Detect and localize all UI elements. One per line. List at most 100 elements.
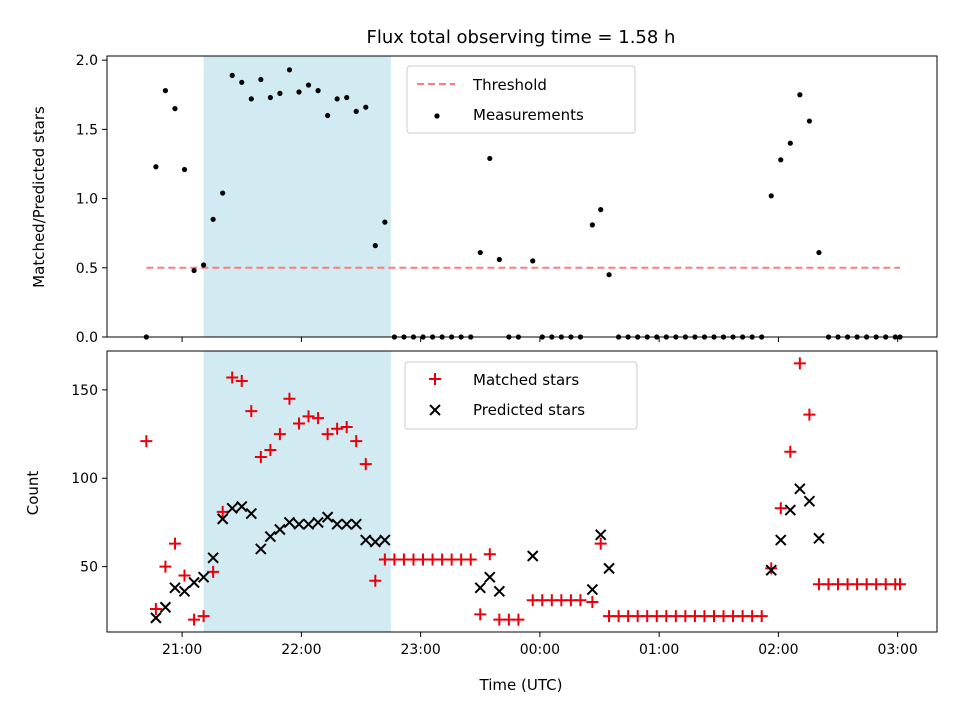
- predicted-star-point: [350, 518, 362, 530]
- predicted-star-point: [765, 564, 777, 576]
- matched-star-point: [574, 594, 587, 607]
- top-data-points: [143, 67, 903, 340]
- top-shaded-interval: [203, 56, 391, 337]
- predicted-star-point: [527, 550, 539, 562]
- x-axis-label: Time (UTC): [479, 676, 563, 694]
- chart-title: Flux total observing time = 1.58 h: [367, 27, 676, 48]
- predicted-star-point: [207, 552, 219, 564]
- predicted-star-point: [216, 513, 229, 525]
- predicted-star-point: [245, 507, 258, 520]
- predicted-star-point: [484, 571, 496, 583]
- measurement-point: [220, 190, 226, 196]
- legend-matched-label: Matched stars: [473, 371, 579, 389]
- predicted-star-point: [255, 543, 267, 555]
- matched-star-point: [340, 420, 353, 433]
- measurement-point: [487, 155, 493, 162]
- measurement-point: [797, 92, 803, 98]
- bottom-x-tick-label: 03:00: [877, 642, 917, 658]
- predicted-star-point: [813, 532, 825, 545]
- predicted-star-point: [159, 601, 172, 613]
- top-y-axis-label: Matched/Predicted stars: [30, 106, 48, 288]
- matched-star-point: [207, 565, 220, 578]
- matched-star-point: [369, 574, 382, 587]
- measurement-point: [239, 79, 245, 85]
- bottom-x-tick-label: 01:00: [639, 642, 679, 658]
- measurement-point: [778, 157, 784, 163]
- matched-star-point: [159, 560, 172, 573]
- matched-star-point: [483, 548, 496, 561]
- predicted-star-point: [150, 612, 162, 624]
- legend-measurements-label: Measurements: [473, 106, 584, 124]
- legend-measurements-swatch: [434, 113, 440, 119]
- predicted-star-point: [603, 562, 615, 575]
- predicted-star-point: [283, 516, 296, 529]
- matched-star-point: [321, 428, 334, 441]
- measurement-point: [277, 90, 283, 96]
- measurement-point: [315, 88, 321, 94]
- measurement-point: [530, 258, 536, 264]
- matched-star-point: [235, 375, 248, 388]
- bottom-x-tick-label: 02:00: [758, 642, 798, 658]
- top-y-tick-label: 0.0: [76, 330, 98, 346]
- measurement-point: [598, 207, 604, 213]
- top-y-tick-label: 1.0: [76, 192, 98, 208]
- matched-star-point: [586, 595, 599, 608]
- matched-star-point: [149, 603, 162, 616]
- legend-threshold-label: Threshold: [472, 76, 547, 94]
- bottom-legend-box: [404, 361, 638, 430]
- top-y-ticks: 0.0 0.5 1.0 1.5 2.0: [76, 53, 107, 346]
- predicted-star-point: [803, 495, 816, 507]
- measurement-point: [172, 106, 178, 112]
- matched-star-point: [168, 537, 181, 550]
- matched-star-point: [464, 553, 477, 566]
- legend-matched-swatch: [429, 373, 441, 385]
- bottom-plot-frame: [106, 350, 938, 633]
- measurement-point: [267, 94, 273, 101]
- measurement-point: [286, 67, 293, 73]
- predicted-star-point: [169, 582, 181, 594]
- measurement-point: [162, 88, 169, 94]
- predicted-star-point: [493, 585, 506, 598]
- measurement-point: [382, 219, 388, 225]
- predicted-star-point: [369, 536, 382, 548]
- predicted-star-point: [775, 534, 787, 546]
- bottom-x-tick-label: 22:00: [281, 642, 321, 658]
- predicted-star-point: [331, 518, 343, 530]
- matched-star-point: [264, 443, 277, 456]
- measurement-point: [296, 89, 302, 95]
- bottom-y-tick-label: 100: [71, 471, 98, 487]
- bottom-x-ticks: 21:00 22:00 23:00 00:00 01:00 02:00 03:00: [162, 632, 918, 658]
- predicted-star-point: [594, 529, 607, 541]
- bottom-y-tick-label: 150: [71, 383, 98, 399]
- measurement-point: [248, 96, 254, 102]
- matched-star-point: [474, 608, 487, 621]
- bottom-panel: 21:00 22:00 23:00 00:00 01:00 02:00 03:00 50 10…: [24, 350, 938, 694]
- measurement-point: [334, 96, 340, 102]
- bottom-y-tick-label: 50: [80, 560, 98, 576]
- bottom-y-axis-label: Count: [24, 471, 42, 516]
- matched-star-point: [178, 569, 191, 582]
- measurement-point: [353, 108, 359, 114]
- measurement-point: [229, 72, 235, 78]
- predicted-star-point: [586, 583, 599, 596]
- matched-star-point: [594, 537, 607, 550]
- predicted-star-point: [197, 571, 210, 583]
- predicted-star-point: [274, 523, 286, 536]
- matched-star-point: [894, 578, 907, 591]
- matched-star-point: [254, 451, 267, 464]
- matched-star-point: [359, 458, 372, 471]
- bottom-x-tick-label: 00:00: [520, 642, 560, 658]
- matched-star-point: [273, 428, 286, 441]
- matched-star-point: [292, 417, 305, 430]
- measurement-point: [816, 249, 822, 256]
- matched-star-point: [216, 505, 229, 518]
- top-panel: 0.00.51.01.52.0 Matched/Predicted stars …: [30, 53, 938, 346]
- top-legend: Threshold Measurements: [406, 65, 636, 134]
- predicted-star-point: [302, 518, 315, 530]
- matched-star-point: [140, 435, 153, 448]
- bottom-legend: Matched stars Predicted stars: [404, 361, 638, 430]
- matched-star-point: [312, 412, 325, 425]
- matched-star-point: [226, 371, 239, 384]
- bottom-x-tick-label: 23:00: [400, 642, 440, 658]
- top-y-tick-label: 0.5: [76, 261, 98, 277]
